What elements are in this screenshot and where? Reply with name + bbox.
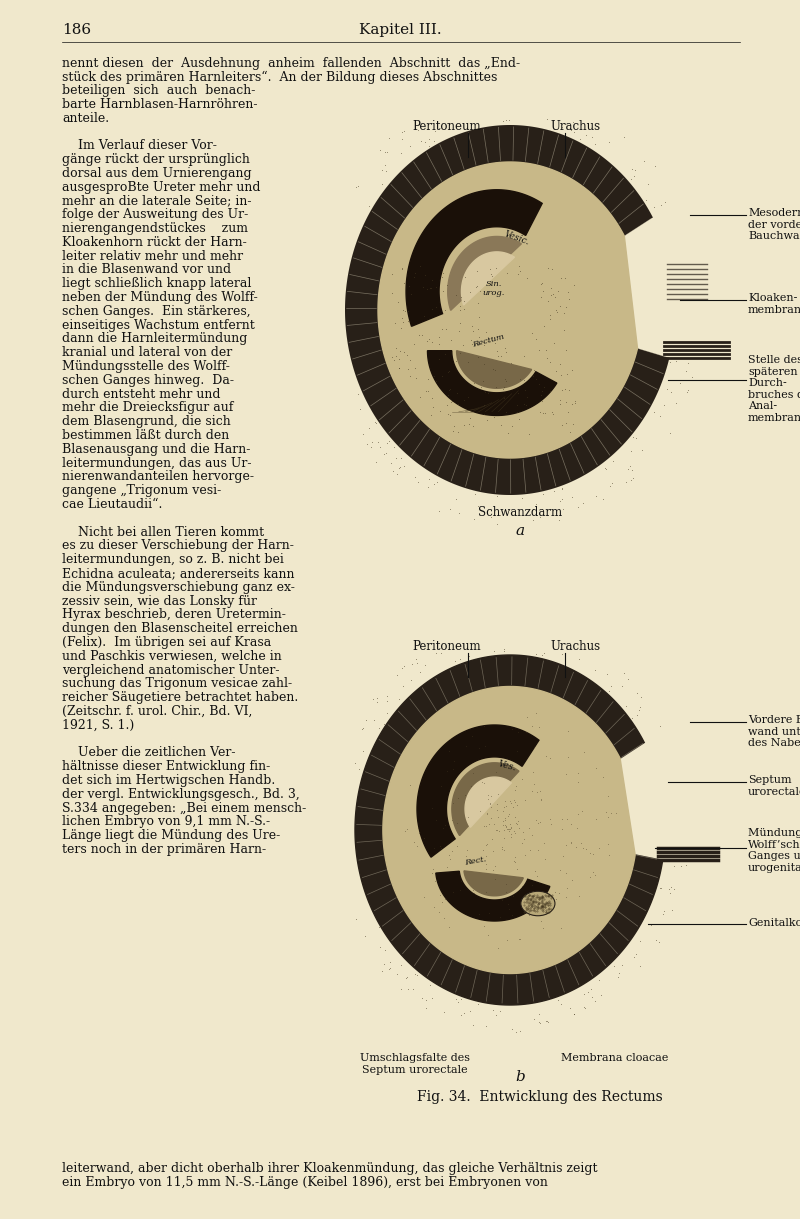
Polygon shape xyxy=(448,236,522,311)
Text: hältnisse dieser Entwicklung fin-: hältnisse dieser Entwicklung fin- xyxy=(62,761,270,773)
Text: Genitalkocker: Genitalkocker xyxy=(748,918,800,928)
Polygon shape xyxy=(355,655,662,1004)
Text: nennt diesen  der  Ausdehnung  anheim  fallenden  Abschnitt  das „End-: nennt diesen der Ausdehnung anheim falle… xyxy=(62,57,520,69)
Text: nierengangendstückes    zum: nierengangendstückes zum xyxy=(62,222,248,235)
Text: Kloakenhorn rückt der Harn-: Kloakenhorn rückt der Harn- xyxy=(62,235,246,249)
Text: Mesoderm
der vorderen
Bauchwand: Mesoderm der vorderen Bauchwand xyxy=(748,208,800,241)
Text: Membrana cloacae: Membrana cloacae xyxy=(562,1053,669,1063)
Text: Im Verlauf dieser Vor-: Im Verlauf dieser Vor- xyxy=(62,139,217,152)
Text: leitermundungen, das aus Ur-: leitermundungen, das aus Ur- xyxy=(62,457,251,469)
Polygon shape xyxy=(436,872,550,922)
Polygon shape xyxy=(383,686,635,974)
Text: Peritoneum: Peritoneum xyxy=(413,640,482,653)
Text: Peritoneum: Peritoneum xyxy=(413,119,482,133)
Text: mehr an die laterale Seite; in-: mehr an die laterale Seite; in- xyxy=(62,194,251,207)
Polygon shape xyxy=(417,725,539,857)
Polygon shape xyxy=(406,190,542,327)
Text: Stelle des
späteren
Durch-
bruches der
Anal-
membran: Stelle des späteren Durch- bruches der A… xyxy=(748,355,800,423)
Text: gänge rückt der ursprünglich: gänge rückt der ursprünglich xyxy=(62,154,250,166)
Text: schen Ganges.  Ein stärkeres,: schen Ganges. Ein stärkeres, xyxy=(62,305,250,318)
Text: gangene „Trigonum vesi-: gangene „Trigonum vesi- xyxy=(62,484,222,497)
Text: 1921, S. 1.): 1921, S. 1.) xyxy=(62,719,134,731)
Text: anteile.: anteile. xyxy=(62,112,109,124)
Text: suchung das Trigonum vesicae zahl-: suchung das Trigonum vesicae zahl- xyxy=(62,678,292,690)
Polygon shape xyxy=(464,870,523,896)
Text: liegt schließlich knapp lateral: liegt schließlich knapp lateral xyxy=(62,277,251,290)
Text: det sich im Hertwigschen Handb.: det sich im Hertwigschen Handb. xyxy=(62,774,275,787)
Text: (Felix).  Im übrigen sei auf Krasa: (Felix). Im übrigen sei auf Krasa xyxy=(62,636,271,649)
Text: b: b xyxy=(515,1070,525,1084)
Text: Kloaken-
membran: Kloaken- membran xyxy=(748,293,800,315)
Text: Ueber die zeitlichen Ver-: Ueber die zeitlichen Ver- xyxy=(62,746,235,759)
Ellipse shape xyxy=(521,891,555,915)
Text: Hyrax beschrieb, deren Uretermin-: Hyrax beschrieb, deren Uretermin- xyxy=(62,608,286,622)
Text: a: a xyxy=(515,524,525,538)
Polygon shape xyxy=(378,162,638,458)
Text: Nicht bei allen Tieren kommt: Nicht bei allen Tieren kommt xyxy=(62,525,264,539)
Polygon shape xyxy=(427,351,557,416)
Text: Echidna aculeata; andererseits kann: Echidna aculeata; andererseits kann xyxy=(62,567,294,580)
Text: und Paschkis verwiesen, welche in: und Paschkis verwiesen, welche in xyxy=(62,650,282,663)
Text: mehr die Dreiecksfigur auf: mehr die Dreiecksfigur auf xyxy=(62,401,234,414)
Polygon shape xyxy=(462,252,514,305)
Text: folge der Ausweitung des Ur-: folge der Ausweitung des Ur- xyxy=(62,208,248,221)
Text: cae Lieutaudii“.: cae Lieutaudii“. xyxy=(62,499,162,511)
Text: Vordere Bauch-
wand unterhalb
des Nabels: Vordere Bauch- wand unterhalb des Nabels xyxy=(748,716,800,748)
Text: dungen den Blasenscheitel erreichen: dungen den Blasenscheitel erreichen xyxy=(62,622,298,635)
Text: Mündung des
Wolff’schen
Ganges u. Sinus
urogenitalis: Mündung des Wolff’schen Ganges u. Sinus … xyxy=(748,828,800,873)
Text: die Mündungsverschiebung ganz ex-: die Mündungsverschiebung ganz ex- xyxy=(62,580,295,594)
Text: S.334 angegeben: „Bei einem mensch-: S.334 angegeben: „Bei einem mensch- xyxy=(62,802,306,814)
Polygon shape xyxy=(457,351,532,389)
Text: leiter relativ mehr und mehr: leiter relativ mehr und mehr xyxy=(62,250,243,262)
Text: ausgesproBte Ureter mehr und: ausgesproBte Ureter mehr und xyxy=(62,180,261,194)
Text: Fig. 34.  Entwicklung des Rectums: Fig. 34. Entwicklung des Rectums xyxy=(417,1090,663,1104)
Text: dann die Harnleitermündung: dann die Harnleitermündung xyxy=(62,333,247,345)
Text: kranial und lateral von der: kranial und lateral von der xyxy=(62,346,232,360)
Text: Rectum: Rectum xyxy=(472,333,506,349)
Text: lichen Embryo von 9,1 mm N.-S.-: lichen Embryo von 9,1 mm N.-S.- xyxy=(62,816,270,829)
Text: ters noch in der primären Harn-: ters noch in der primären Harn- xyxy=(62,844,266,856)
Text: dem Blasengrund, die sich: dem Blasengrund, die sich xyxy=(62,416,230,428)
Text: nierenwandanteilen hervorge-: nierenwandanteilen hervorge- xyxy=(62,471,254,484)
Polygon shape xyxy=(345,126,670,495)
Text: Länge liegt die Mündung des Ure-: Länge liegt die Mündung des Ure- xyxy=(62,829,280,842)
Text: Vesic.: Vesic. xyxy=(502,229,530,247)
Text: 186: 186 xyxy=(62,23,91,37)
Text: Blasenausgang und die Harn-: Blasenausgang und die Harn- xyxy=(62,442,250,456)
Text: vergleichend anatomischer Unter-: vergleichend anatomischer Unter- xyxy=(62,663,279,677)
Text: Schwanzdarm: Schwanzdarm xyxy=(478,506,562,519)
Text: der vergl. Entwicklungsgesch., Bd. 3,: der vergl. Entwicklungsgesch., Bd. 3, xyxy=(62,787,300,801)
Text: leitermundungen, so z. B. nicht bei: leitermundungen, so z. B. nicht bei xyxy=(62,553,284,566)
Text: Urachus: Urachus xyxy=(551,640,601,653)
Text: reicher Säugetiere betrachtet haben.: reicher Säugetiere betrachtet haben. xyxy=(62,691,298,705)
Text: in die Blasenwand vor und: in die Blasenwand vor und xyxy=(62,263,231,277)
Text: zessiv sein, wie das Lonsky für: zessiv sein, wie das Lonsky für xyxy=(62,595,257,607)
Text: Umschlagsfalte des
Septum urorectale: Umschlagsfalte des Septum urorectale xyxy=(360,1053,470,1075)
Text: Mündungsstelle des Wolff-: Mündungsstelle des Wolff- xyxy=(62,360,230,373)
Text: Ves.: Ves. xyxy=(497,759,517,773)
Text: durch entsteht mehr und: durch entsteht mehr und xyxy=(62,388,221,401)
Text: Kapitel III.: Kapitel III. xyxy=(358,23,442,37)
Text: dorsal aus dem Urnierengang: dorsal aus dem Urnierengang xyxy=(62,167,252,179)
Text: einseitiges Wachstum entfernt: einseitiges Wachstum entfernt xyxy=(62,318,254,332)
Text: barte Harnblasen-Harnröhren-: barte Harnblasen-Harnröhren- xyxy=(62,98,258,111)
Text: schen Ganges hinweg.  Da-: schen Ganges hinweg. Da- xyxy=(62,374,234,386)
Text: Septum
urorectale: Septum urorectale xyxy=(748,775,800,796)
Text: Urachus: Urachus xyxy=(551,119,601,133)
Polygon shape xyxy=(452,763,519,835)
Text: ein Embryo von 11,5 mm N.-S.-Länge (Keibel 1896), erst bei Embryonen von: ein Embryo von 11,5 mm N.-S.-Länge (Keib… xyxy=(62,1176,548,1189)
Text: es zu dieser Verschiebung der Harn-: es zu dieser Verschiebung der Harn- xyxy=(62,539,294,552)
Text: Sin.
urog.: Sin. urog. xyxy=(482,280,505,297)
Text: stück des primären Harnleiters“.  An der Bildung dieses Abschnittes: stück des primären Harnleiters“. An der … xyxy=(62,71,498,84)
Polygon shape xyxy=(465,777,511,828)
Text: leiterwand, aber dicht oberhalb ihrer Kloakenmündung, das gleiche Verhältnis zei: leiterwand, aber dicht oberhalb ihrer Kl… xyxy=(62,1162,598,1175)
Text: neben der Mündung des Wolff-: neben der Mündung des Wolff- xyxy=(62,291,258,304)
Text: beteiligen  sich  auch  benach-: beteiligen sich auch benach- xyxy=(62,84,255,98)
Text: (Zeitschr. f. urol. Chir., Bd. VI,: (Zeitschr. f. urol. Chir., Bd. VI, xyxy=(62,705,252,718)
Text: Rect.: Rect. xyxy=(464,856,487,867)
Text: bestimmen läßt durch den: bestimmen läßt durch den xyxy=(62,429,230,442)
